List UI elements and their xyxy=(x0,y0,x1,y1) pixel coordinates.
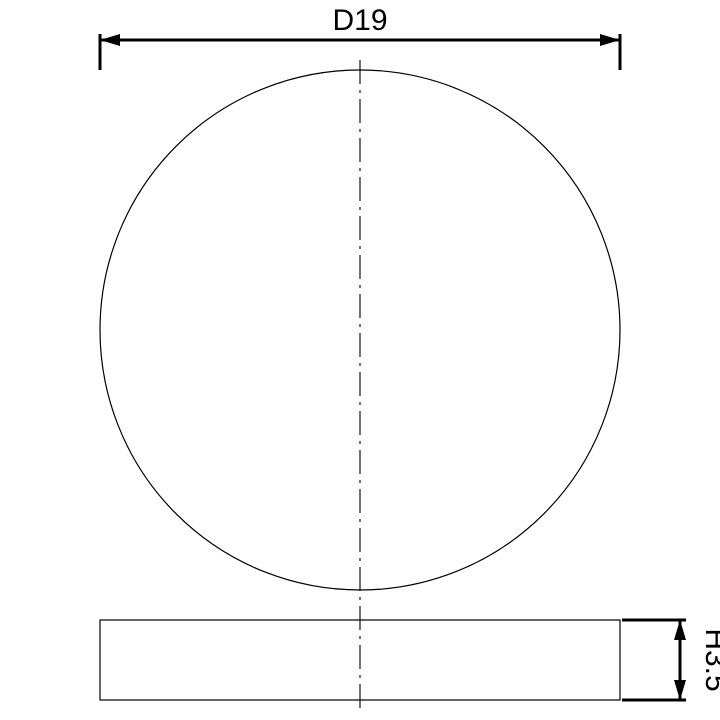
dim-height-label: H3.5 xyxy=(699,628,720,691)
dim-height: H3.5 xyxy=(622,620,720,700)
engineering-drawing: D19 H3.5 xyxy=(0,0,720,720)
dim-diameter-label: D19 xyxy=(332,4,387,37)
